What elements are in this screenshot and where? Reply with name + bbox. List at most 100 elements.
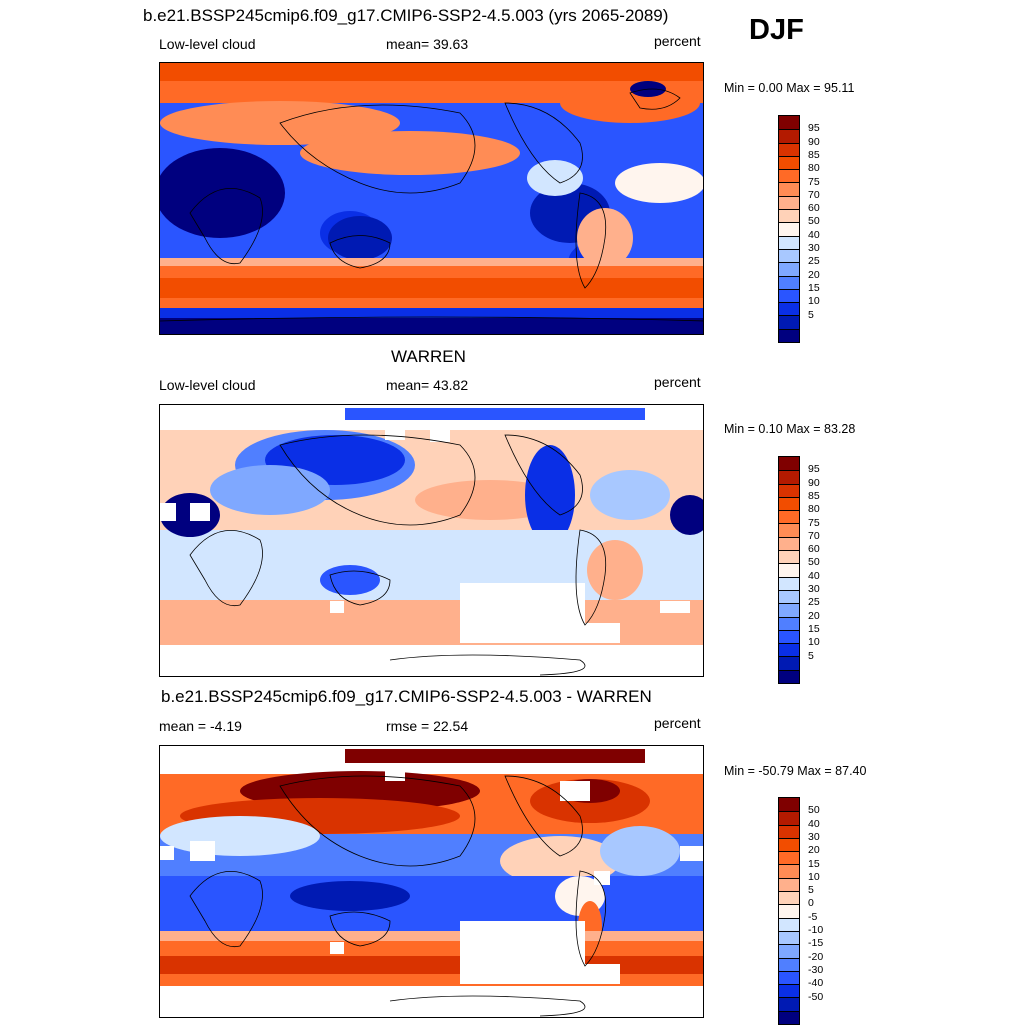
colorbar-tick-label: 20 <box>808 268 820 281</box>
panel-3-mean-label: mean = -4.19 <box>159 718 242 734</box>
colorbar-swatch <box>779 643 799 657</box>
colorbar-swatch <box>779 891 799 905</box>
panel-2-map-plot <box>160 405 703 676</box>
colorbar-swatch <box>779 877 799 892</box>
colorbar-swatch <box>779 195 799 210</box>
colorbar-swatch <box>779 837 799 852</box>
colorbar-swatch <box>779 984 799 998</box>
panel-3-map <box>159 745 704 1018</box>
colorbar-tick-label: 70 <box>808 529 820 542</box>
colorbar-tick-label: 75 <box>808 516 820 529</box>
colorbar-swatch <box>779 315 799 329</box>
colorbar-swatch <box>779 209 799 223</box>
colorbar-tick-label: 50 <box>808 556 820 569</box>
colorbar-swatch <box>779 288 799 303</box>
colorbar-tick-label: 70 <box>808 188 820 201</box>
colorbar-tick-label: 10 <box>808 636 820 649</box>
panel-1-minmax: Min = 0.00 Max = 95.11 <box>724 81 855 95</box>
colorbar-tick-label: 5 <box>808 884 814 897</box>
colorbar-tick-label: -5 <box>808 910 818 923</box>
panel-1-units-label: percent <box>654 33 701 49</box>
colorbar-tick-label: 40 <box>808 817 820 830</box>
season-label: DJF <box>749 14 804 46</box>
colorbar-swatch <box>779 1010 799 1025</box>
colorbar-tick-label: -30 <box>808 963 824 976</box>
colorbar-tick-label: 85 <box>808 489 820 502</box>
panel-2-left-label: Low-level cloud <box>159 377 256 393</box>
colorbar-swatch <box>779 589 799 604</box>
colorbar-swatch <box>779 155 799 170</box>
panel-1-left-label: Low-level cloud <box>159 36 256 52</box>
panel-3-title: b.e21.BSSP245cmip6.f09_g17.CMIP6-SSP2-4.… <box>161 687 652 706</box>
colorbar-swatch <box>779 616 799 630</box>
colorbar-swatch <box>779 328 799 343</box>
colorbar-swatch <box>779 824 799 838</box>
colorbar-tick-label: 30 <box>808 830 820 843</box>
colorbar-tick-label: 60 <box>808 543 820 556</box>
colorbar-swatch <box>779 457 799 471</box>
panel-3-map-plot <box>160 746 703 1017</box>
colorbar-tick-label: 95 <box>808 463 820 476</box>
colorbar-tick-label: 40 <box>808 228 820 241</box>
colorbar-swatch <box>779 603 799 617</box>
colorbar-tick-label: 15 <box>808 857 820 870</box>
colorbar-swatch <box>779 536 799 551</box>
panel-3-colorbar <box>778 797 800 1025</box>
colorbar-swatch <box>779 656 799 670</box>
colorbar-tick-label: 60 <box>808 202 820 215</box>
colorbar-tick-label: 0 <box>808 897 814 910</box>
panel-2-title: WARREN <box>391 347 466 366</box>
colorbar-tick-label: -50 <box>808 990 824 1003</box>
colorbar-tick-label: 90 <box>808 135 820 148</box>
colorbar-swatch <box>779 669 799 684</box>
panel-1-mean-label: mean= 39.63 <box>386 36 469 52</box>
colorbar-swatch <box>779 182 799 196</box>
colorbar-tick-label: 90 <box>808 476 820 489</box>
colorbar-swatch <box>779 470 799 484</box>
colorbar-swatch <box>779 970 799 985</box>
colorbar-swatch <box>779 550 799 564</box>
colorbar-tick-label: 95 <box>808 122 820 135</box>
panel-1-map <box>159 62 704 335</box>
panel-2-mean-label: mean= 43.82 <box>386 377 469 393</box>
colorbar-tick-label: 15 <box>808 622 820 635</box>
colorbar-swatch <box>779 811 799 825</box>
panel-3-units-label: percent <box>654 715 701 731</box>
colorbar-tick-label: 10 <box>808 870 820 883</box>
colorbar-swatch <box>779 510 799 524</box>
colorbar-tick-label: 20 <box>808 609 820 622</box>
colorbar-swatch <box>779 235 799 249</box>
panel-2-map <box>159 404 704 677</box>
colorbar-swatch <box>779 169 799 183</box>
colorbar-swatch <box>779 851 799 865</box>
colorbar-tick-label: 20 <box>808 844 820 857</box>
colorbar-swatch <box>779 142 799 156</box>
colorbar-swatch <box>779 944 799 958</box>
colorbar-tick-label: 50 <box>808 215 820 228</box>
colorbar-swatch <box>779 629 799 644</box>
colorbar-tick-label: 5 <box>808 649 814 662</box>
colorbar-tick-label: 80 <box>808 503 820 516</box>
colorbar-tick-label: 5 <box>808 308 814 321</box>
colorbar-swatch <box>779 248 799 263</box>
colorbar-tick-label: 40 <box>808 569 820 582</box>
colorbar-tick-label: 50 <box>808 804 820 817</box>
panel-3-minmax: Min = -50.79 Max = 87.40 <box>724 764 867 778</box>
panel-3-rmse-label: rmse = 22.54 <box>386 718 469 734</box>
colorbar-tick-label: 30 <box>808 583 820 595</box>
colorbar-swatch <box>779 483 799 497</box>
colorbar-swatch <box>779 576 799 590</box>
colorbar-swatch <box>779 129 799 143</box>
colorbar-swatch <box>779 930 799 945</box>
panel-2-minmax: Min = 0.10 Max = 83.28 <box>724 422 856 436</box>
colorbar-swatch <box>779 917 799 931</box>
panel-1-map-plot <box>160 63 703 334</box>
panel-2-colorbar <box>778 456 800 685</box>
colorbar-tick-label: -20 <box>808 950 824 963</box>
colorbar-swatch <box>779 563 799 577</box>
colorbar-tick-label: -40 <box>808 977 824 990</box>
colorbar-tick-label: 75 <box>808 175 820 188</box>
colorbar-tick-label: 25 <box>808 596 820 609</box>
colorbar-swatch <box>779 496 799 511</box>
colorbar-swatch <box>779 864 799 878</box>
